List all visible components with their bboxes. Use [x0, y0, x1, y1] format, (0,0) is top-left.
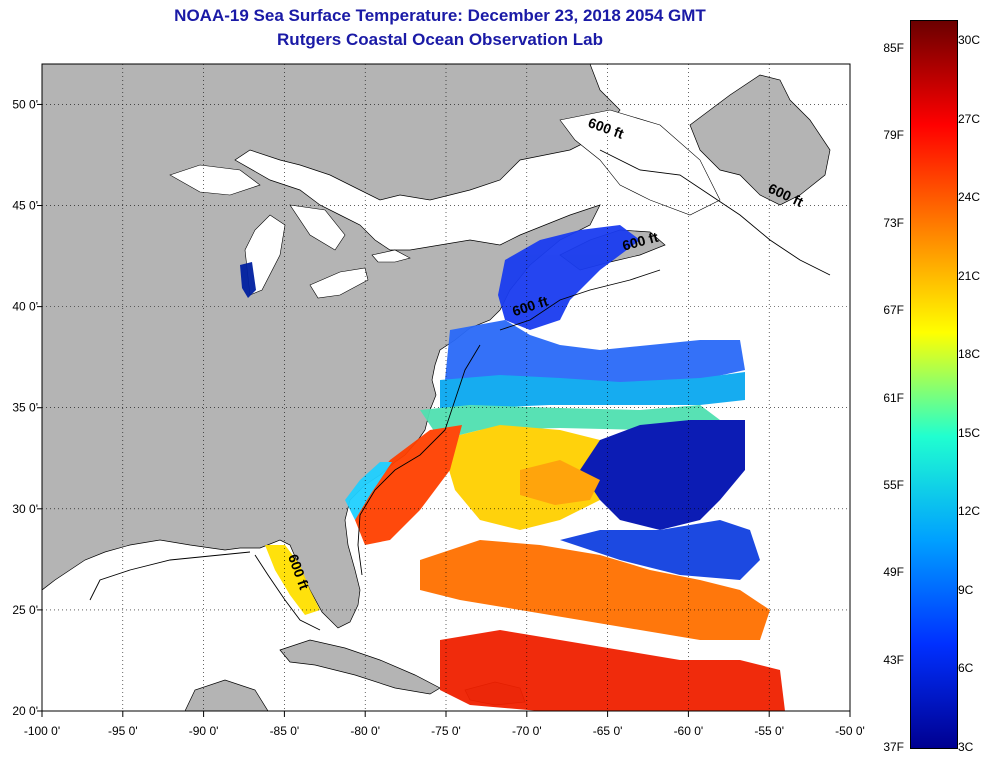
- sst-map: -100 0' -95 0' -90 0' -85 0' -80 0' -75 0' -70…: [12, 63, 865, 738]
- gulf-st-lawrence: [559, 109, 721, 216]
- x-tick-label: -55 0': [754, 724, 784, 738]
- y-tick-label: 50 0': [12, 97, 38, 111]
- colorbar-f-label: 37F: [883, 740, 904, 754]
- x-tick-label: -60 0': [674, 724, 704, 738]
- x-tick-label: -80 0': [350, 724, 380, 738]
- colorbar-c-label: 24C: [958, 190, 981, 205]
- colorbar-f-label: 61F: [883, 390, 904, 405]
- x-tick-label: -75 0': [431, 724, 461, 738]
- land-newfoundland: [689, 74, 831, 206]
- y-tick-label: 40 0': [12, 300, 38, 314]
- x-tick-label: -65 0': [593, 724, 623, 738]
- colorbar-f-label: 79F: [883, 128, 904, 143]
- y-axis-ticks: 20 0' 25 0' 30 0' 35 0' 40 0' 45 0' 50 0': [12, 97, 42, 718]
- chart-subtitle: Rutgers Coastal Ocean Observation Lab: [277, 30, 603, 49]
- sst-field: [240, 225, 785, 711]
- colorbar-c-label: 12C: [958, 504, 981, 519]
- colorbar-f-label: 85F: [883, 41, 904, 55]
- y-tick-label: 30 0': [12, 502, 38, 516]
- colorbar-c-label: 18C: [958, 347, 981, 362]
- colorbar-c-label: 21C: [958, 268, 981, 283]
- colorbar-c-label: 30C: [958, 33, 981, 47]
- x-tick-label: -100 0': [24, 724, 60, 738]
- colorbar: [910, 20, 958, 749]
- isobath-600ft: [89, 149, 831, 631]
- colorbar-c-label: 15C: [958, 425, 981, 440]
- colorbar-c-label: 27C: [958, 111, 981, 126]
- y-tick-label: 25 0': [12, 603, 38, 617]
- land-yucatan: [184, 679, 269, 711]
- colorbar-c-label: 6C: [958, 661, 974, 676]
- x-axis-ticks: -100 0' -95 0' -90 0' -85 0' -80 0' -75 0' -70…: [24, 711, 865, 738]
- colorbar-f-label: 43F: [883, 652, 904, 667]
- x-tick-label: -70 0': [512, 724, 542, 738]
- y-tick-label: 35 0': [12, 401, 38, 415]
- x-tick-label: -85 0': [270, 724, 300, 738]
- land-north-america: [42, 64, 621, 629]
- x-tick-label: -95 0': [108, 724, 138, 738]
- x-tick-label: -90 0': [189, 724, 219, 738]
- colorbar-f-label: 67F: [883, 303, 904, 318]
- great-lakes: [169, 164, 411, 299]
- colorbar-f-label: 55F: [883, 477, 904, 492]
- chart-title: NOAA-19 Sea Surface Temperature: Decembe…: [174, 6, 706, 25]
- land-cuba: [279, 639, 441, 695]
- colorbar-c-label: 3C: [958, 740, 974, 754]
- x-tick-label: -50 0': [835, 724, 865, 738]
- y-tick-label: 45 0': [12, 199, 38, 213]
- y-tick-label: 20 0': [12, 704, 38, 718]
- colorbar-f-label: 49F: [883, 565, 904, 580]
- colorbar-f-label: 73F: [883, 215, 904, 230]
- colorbar-c-label: 9C: [958, 582, 974, 597]
